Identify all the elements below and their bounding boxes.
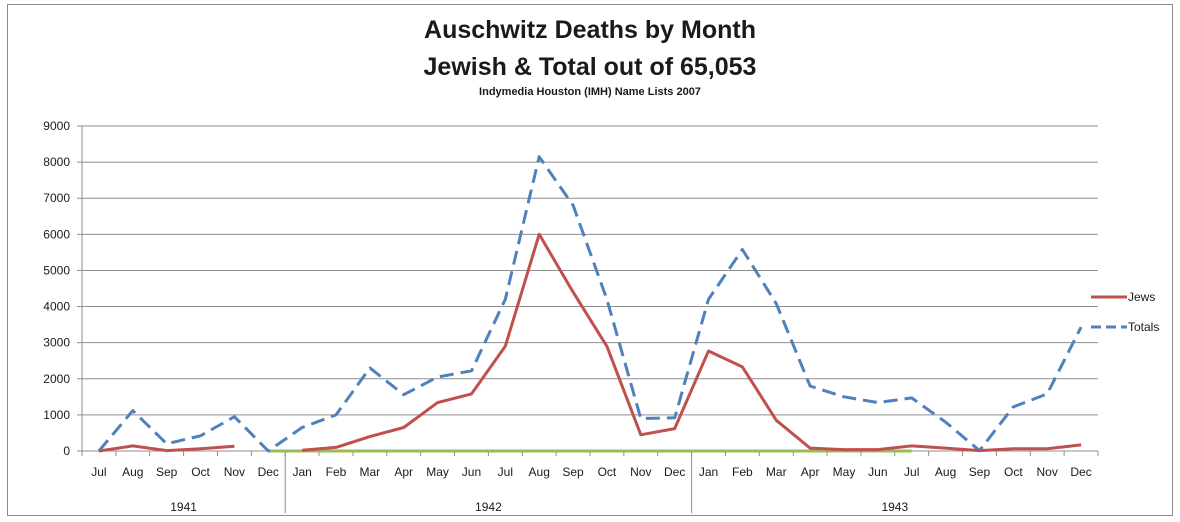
chart-title: Auschwitz Deaths by Month [424,16,756,44]
y-tick-label: 7000 [43,191,70,205]
y-tick-label: 4000 [43,300,70,314]
x-tick-label: Jan [699,465,718,479]
x-tick-label: Sep [156,465,178,479]
legend: Jews Totals [1091,290,1159,334]
y-tick-label: 9000 [43,119,70,133]
x-tick-label: Jan [292,465,311,479]
x-tick-label: Nov [630,465,651,479]
y-tick-label: 3000 [43,336,70,350]
x-tick-label: Dec [1070,465,1091,479]
x-tick-label: Jun [462,465,481,479]
x-tick-label: Apr [394,465,413,479]
x-tick-label: Sep [562,465,584,479]
x-tick-label: Jul [498,465,513,479]
x-tick-label: Mar [766,465,787,479]
year-label: 1941 [170,500,197,514]
x-tick-label: May [833,465,856,479]
y-tick-label: 8000 [43,155,70,169]
y-tick-label: 2000 [43,372,70,386]
x-tick-label: Nov [224,465,245,479]
y-tick-label: 0 [63,444,70,458]
x-tick-label: Oct [598,465,617,479]
x-tick-label: Aug [935,465,956,479]
y-tick-label: 1000 [43,408,70,422]
year-label: 1942 [475,500,502,514]
x-tick-label: Oct [191,465,210,479]
x-tick-label: Feb [326,465,347,479]
chart-subtitle: Indymedia Houston (IMH) Name Lists 2007 [479,86,701,98]
legend-label-jews: Jews [1128,290,1155,304]
chart-title-line2: Jewish & Total out of 65,053 [423,53,757,81]
x-tick-label: Aug [122,465,143,479]
x-tick-label: Oct [1004,465,1023,479]
legend-label-totals: Totals [1128,320,1159,334]
chart-frame [7,4,1173,516]
x-tick-label: Aug [529,465,550,479]
x-tick-label: Sep [969,465,991,479]
y-tick-label: 5000 [43,263,70,277]
gridlines [82,125,1098,416]
year-label: 1943 [881,500,908,514]
x-tick-label: Mar [360,465,381,479]
x-tick-label: Dec [258,465,279,479]
x-tick-label: May [426,465,449,479]
x-tick-label: Jun [868,465,887,479]
x-tick-label: Jul [91,465,106,479]
x-tick-label: Feb [732,465,753,479]
series-jews-line [301,232,1082,453]
y-tick-label: 6000 [43,227,70,241]
axis-labels: 0 1000 2000 3000 4000 5000 6000 7000 8000 9000 Jul… [43,119,1091,514]
series-jews-line [98,444,235,453]
x-tick-label: Apr [801,465,820,479]
x-tick-label: Nov [1037,465,1058,479]
axes [77,125,1099,513]
series-totals-line [97,155,1083,453]
x-tick-label: Dec [664,465,685,479]
x-tick-label: Jul [904,465,919,479]
series-lines [97,155,1083,453]
